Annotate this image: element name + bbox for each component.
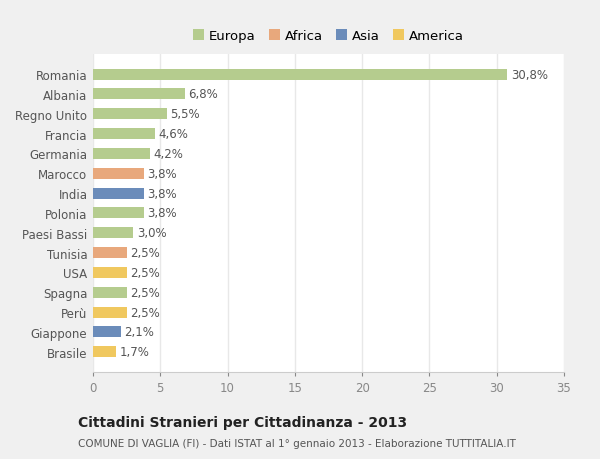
Text: 3,8%: 3,8%	[148, 168, 177, 180]
Text: 2,5%: 2,5%	[130, 306, 160, 319]
Text: 6,8%: 6,8%	[188, 88, 218, 101]
Bar	[93, 208, 144, 219]
Bar	[93, 89, 185, 100]
Bar	[93, 267, 127, 278]
Text: 3,8%: 3,8%	[148, 207, 177, 220]
Text: 30,8%: 30,8%	[511, 68, 548, 81]
Text: 3,8%: 3,8%	[148, 187, 177, 200]
Bar	[93, 109, 167, 120]
Bar	[93, 188, 144, 199]
Legend: Europa, Africa, Asia, America: Europa, Africa, Asia, America	[193, 30, 464, 43]
Text: 4,2%: 4,2%	[153, 148, 183, 161]
Text: Cittadini Stranieri per Cittadinanza - 2013: Cittadini Stranieri per Cittadinanza - 2…	[78, 415, 407, 429]
Text: 2,1%: 2,1%	[125, 326, 154, 339]
Text: 2,5%: 2,5%	[130, 246, 160, 259]
Bar	[93, 327, 121, 338]
Text: 1,7%: 1,7%	[119, 346, 149, 358]
Text: 5,5%: 5,5%	[170, 108, 200, 121]
Bar	[93, 247, 127, 258]
Bar	[93, 287, 127, 298]
Text: COMUNE DI VAGLIA (FI) - Dati ISTAT al 1° gennaio 2013 - Elaborazione TUTTITALIA.: COMUNE DI VAGLIA (FI) - Dati ISTAT al 1°…	[78, 438, 516, 448]
Bar	[93, 228, 133, 239]
Text: 4,6%: 4,6%	[158, 128, 188, 141]
Text: 3,0%: 3,0%	[137, 227, 166, 240]
Text: 2,5%: 2,5%	[130, 286, 160, 299]
Bar	[93, 347, 116, 358]
Bar	[93, 129, 155, 140]
Text: 2,5%: 2,5%	[130, 266, 160, 279]
Bar	[93, 149, 149, 160]
Bar	[93, 168, 144, 179]
Bar	[93, 307, 127, 318]
Bar	[93, 69, 508, 80]
